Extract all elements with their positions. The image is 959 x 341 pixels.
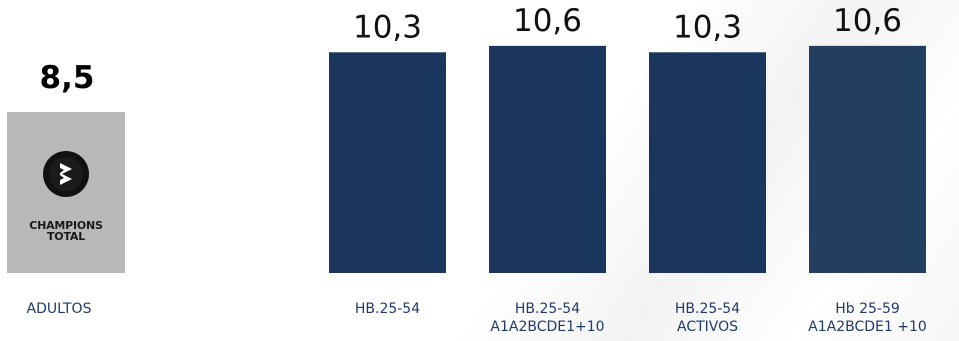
- logo-text-champions: CHAMPIONS: [29, 219, 103, 232]
- bar-1: [329, 52, 446, 274]
- category-label-3-line-2: ACTIVOS: [677, 319, 738, 335]
- champions-total-logo: CHAMPIONS TOTAL: [7, 112, 125, 273]
- category-label-4-line-1: Hb 25-59: [835, 301, 900, 317]
- category-label-2-line-1: HB.25-54: [515, 301, 580, 317]
- adults-value: 8,5: [39, 60, 95, 96]
- bar-2: [489, 45, 606, 273]
- adults-label: ADULTOS: [26, 301, 92, 317]
- category-label-4-line-2: A1A2BCDE1 +10: [808, 319, 927, 335]
- value-label-2: 10,6: [513, 3, 582, 39]
- champions-logo-icon: [43, 151, 89, 197]
- logo-text-total: TOTAL: [46, 230, 86, 243]
- value-label-3: 10,3: [673, 9, 742, 45]
- bar-3: [649, 52, 766, 274]
- bar-4: [809, 45, 926, 273]
- category-label-2-line-2: A1A2BCDE1+10: [490, 319, 604, 335]
- category-label-1-line-1: HB.25-54: [355, 301, 420, 317]
- value-label-1: 10,3: [353, 9, 422, 45]
- category-label-3-line-1: HB.25-54: [675, 301, 740, 317]
- value-label-4: 10,6: [833, 3, 902, 39]
